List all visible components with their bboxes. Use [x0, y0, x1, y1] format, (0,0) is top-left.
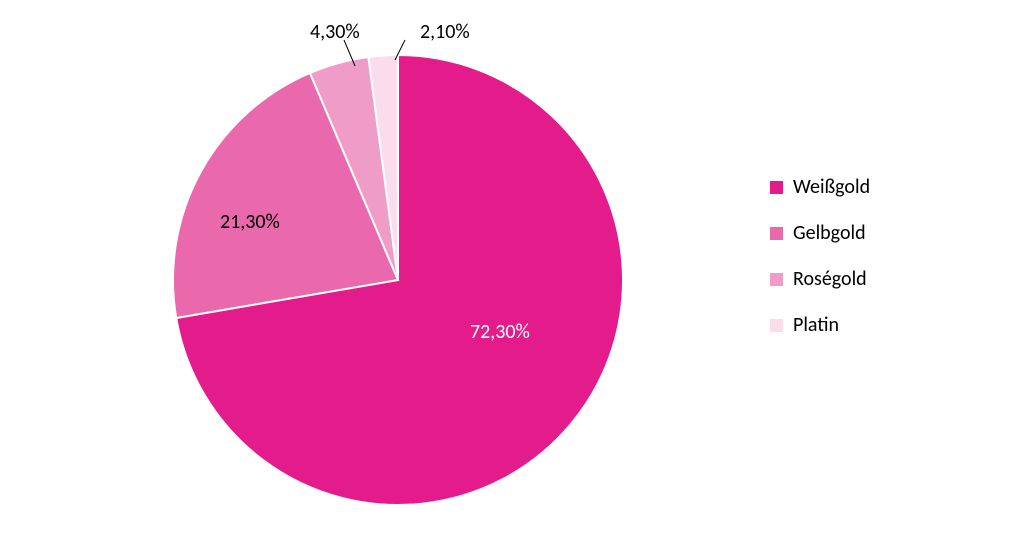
legend-label: Platin	[793, 313, 839, 337]
legend-label: Gelbgold	[793, 221, 866, 245]
legend-item: Weißgold	[770, 175, 870, 199]
legend-item: Roségold	[770, 267, 870, 291]
chart-stage: Weißgold Gelbgold Roségold Platin 72,30% 21,…	[0, 0, 1024, 538]
slice-value-rosegold: 4,30%	[310, 20, 360, 44]
slice-value-platin: 2,10%	[420, 20, 470, 44]
legend-label: Weißgold	[793, 175, 870, 199]
legend-swatch	[770, 227, 783, 240]
slice-value-weissgold: 72,30%	[470, 320, 530, 344]
legend-swatch	[770, 273, 783, 286]
legend-item: Gelbgold	[770, 221, 870, 245]
slice-value-gelbgold: 21,30%	[220, 210, 280, 234]
legend-swatch	[770, 319, 783, 332]
pie-chart	[0, 0, 1024, 538]
legend-label: Roségold	[793, 267, 867, 291]
pie-svg	[0, 0, 1024, 538]
legend-item: Platin	[770, 313, 870, 337]
legend: Weißgold Gelbgold Roségold Platin	[770, 175, 870, 337]
legend-swatch	[770, 181, 783, 194]
